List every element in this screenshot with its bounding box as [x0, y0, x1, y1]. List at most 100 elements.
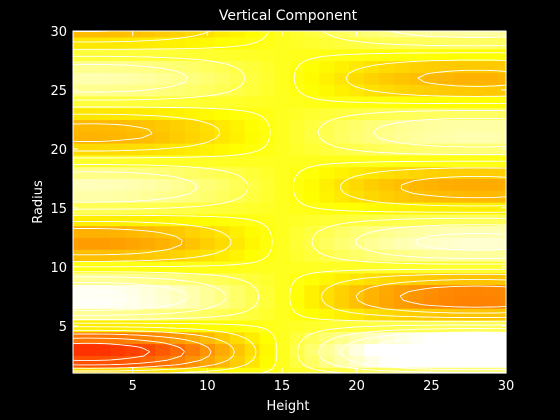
- heatmap-cell: [304, 166, 320, 180]
- heatmap-cell: [453, 367, 470, 374]
- heatmap-cell: [199, 331, 216, 345]
- heatmap-cell: [274, 319, 291, 333]
- heatmap-cell: [274, 272, 291, 286]
- heatmap-cell: [95, 131, 111, 144]
- heatmap-cell: [184, 48, 201, 62]
- heatmap-cell: [155, 72, 171, 85]
- heatmap-cell: [483, 260, 500, 274]
- heatmap-cell: [483, 143, 500, 156]
- heatmap-cell: [319, 31, 335, 38]
- heatmap-cell: [214, 272, 231, 286]
- heatmap-cell: [483, 343, 500, 356]
- heatmap-cell: [244, 131, 261, 144]
- contour-line: [72, 285, 507, 369]
- heatmap-cell: [184, 154, 201, 168]
- heatmap-cell: [95, 72, 111, 85]
- heatmap-cell: [364, 84, 380, 97]
- heatmap-cell: [408, 272, 425, 286]
- heatmap-cell: [304, 72, 320, 85]
- heatmap-cell: [199, 60, 216, 73]
- contour-line: [72, 290, 507, 368]
- heatmap-cell: [468, 36, 485, 50]
- heatmap-cell: [304, 190, 320, 203]
- heatmap-cell: [125, 84, 141, 97]
- heatmap-cell: [453, 72, 470, 85]
- heatmap-cell: [379, 225, 395, 238]
- heatmap-cell: [244, 48, 261, 62]
- heatmap-cell: [140, 31, 156, 38]
- heatmap-cell: [110, 202, 126, 215]
- heatmap-cell: [229, 31, 246, 38]
- heatmap-cell: [80, 119, 96, 132]
- heatmap-cell: [155, 367, 171, 374]
- heatmap-cell: [408, 284, 425, 297]
- heatmap-cell: [334, 178, 350, 191]
- heatmap-cell: [274, 331, 291, 345]
- heatmap-cell: [244, 154, 261, 168]
- heatmap-cell: [304, 36, 320, 50]
- heatmap-cell: [214, 107, 231, 121]
- heatmap-cell: [244, 272, 261, 286]
- heatmap-cell: [379, 143, 395, 156]
- heatmap-cell: [80, 84, 96, 97]
- heatmap-cell: [184, 367, 201, 374]
- heatmap-cell: [170, 343, 186, 356]
- heatmap-cell: [483, 213, 500, 227]
- heatmap-cell: [80, 72, 96, 85]
- heatmap-cell: [289, 48, 306, 62]
- contour-lines: [72, 30, 507, 374]
- heatmap-cell: [498, 367, 507, 374]
- heatmap-cell: [229, 308, 246, 321]
- heatmap-cell: [199, 178, 216, 191]
- heatmap-cell: [229, 296, 246, 309]
- heatmap-cell: [80, 213, 96, 227]
- heatmap-cell: [259, 48, 276, 62]
- heatmap-cell: [468, 296, 485, 309]
- heatmap-cell: [155, 331, 171, 345]
- heatmap-cell: [304, 178, 320, 191]
- heatmap-cell: [80, 36, 96, 50]
- heatmap-cell: [214, 31, 231, 38]
- heatmap-cell: [73, 308, 82, 321]
- heatmap-cell: [453, 249, 470, 262]
- heatmap-cell: [155, 249, 171, 262]
- heatmap-cell: [229, 213, 246, 227]
- heatmap-cell: [110, 296, 126, 309]
- heatmap-cell: [259, 272, 276, 286]
- heatmap-cell: [184, 249, 201, 262]
- heatmap-cell: [259, 84, 276, 97]
- heatmap-cell: [289, 202, 306, 215]
- heatmap-cell: [140, 107, 156, 121]
- heatmap-cell: [73, 178, 82, 191]
- plot-frame: [72, 30, 507, 374]
- heatmap-cell: [110, 190, 126, 203]
- heatmap-cell: [125, 131, 141, 144]
- heatmap-cell: [364, 296, 380, 309]
- heatmap-cell: [274, 119, 291, 132]
- heatmap-cell: [483, 319, 500, 333]
- heatmap-cell: [140, 166, 156, 180]
- heatmap-cell: [483, 190, 500, 203]
- heatmap-cell: [319, 249, 335, 262]
- heatmap-cell: [184, 84, 201, 97]
- heatmap-cell: [184, 107, 201, 121]
- heatmap-cell: [244, 249, 261, 262]
- heatmap-cell: [498, 72, 507, 85]
- heatmap-cell: [110, 84, 126, 97]
- heatmap-cell: [468, 260, 485, 274]
- heatmap-cell: [259, 131, 276, 144]
- contour-line: [72, 337, 185, 366]
- heatmap-cell: [274, 237, 291, 250]
- heatmap-cell: [199, 237, 216, 250]
- heatmap-cell: [304, 143, 320, 156]
- heatmap-cell: [289, 367, 306, 374]
- heatmap-cell: [289, 131, 306, 144]
- x-axis-label: Height: [267, 399, 310, 414]
- heatmap-cell: [423, 284, 440, 297]
- heatmap-cell: [468, 95, 485, 109]
- heatmap-cell: [110, 367, 126, 374]
- heatmap-cell: [125, 60, 141, 73]
- heatmap-cell: [349, 225, 365, 238]
- heatmap-cell: [73, 190, 82, 203]
- heatmap-cell: [274, 36, 291, 50]
